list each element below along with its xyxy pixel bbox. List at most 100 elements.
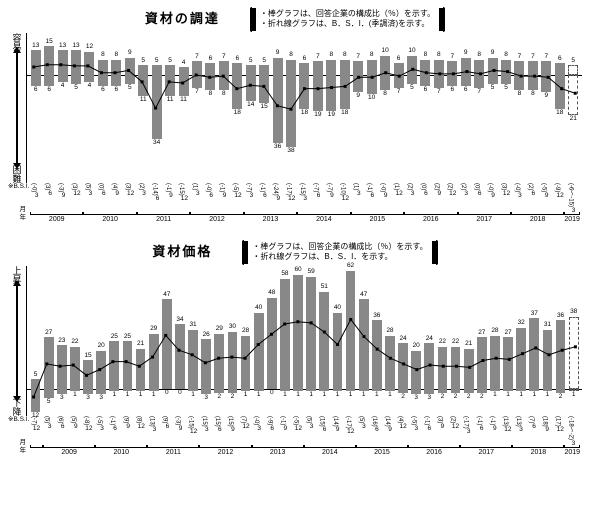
bar-column: 401 [253,266,265,416]
bar-up-value: 27 [43,330,55,337]
row-label: 月 [8,206,26,214]
month-label: 3 [200,426,213,433]
bar-up-value: 25 [108,334,120,341]
bsi-value: (-0) [30,183,37,192]
bar-down-value: 3 [410,395,422,402]
bar-column: 581 [279,266,291,416]
bar-up-value: 24 [397,336,409,343]
bar-up [451,347,461,389]
bar-up [192,61,202,74]
bsi-value: (-1) [475,416,482,425]
month-label: 6 [56,423,69,430]
bar-down-value: 6 [30,87,42,94]
bar-up [246,65,256,75]
month-label: 9 [174,425,187,432]
bar-up-value: 13 [56,43,68,50]
month-label: 12 [70,190,83,197]
bar-down-value: 1 [305,392,317,399]
month-label: 9 [218,192,231,199]
bar-down-value: 1 [121,392,133,399]
bsi-value: (2) [137,183,144,190]
bsi-value: (18) [541,416,548,427]
bar-up [424,343,434,389]
month-label: 9 [541,426,554,433]
month-label: 12 [178,195,191,202]
bsi-value: (3) [436,416,443,423]
bar-up [516,328,526,389]
bsi-value: (-6～-15) [567,183,574,207]
month-label: 12 [30,425,43,432]
bar-up [528,61,538,74]
bar-down [556,389,566,393]
bar-up-value: 22 [436,339,448,346]
bar-up-value: 5 [245,58,257,65]
bsi-value: (-0) [204,183,211,192]
bar-down-value: 3 [423,395,435,402]
x-tick: (3)9 [436,416,449,447]
bsi-value: (5) [84,183,91,190]
bar-up-value: 28 [384,328,396,335]
bar-up [474,60,484,75]
x-tick: (2)3 [406,183,419,214]
x-tick: (-7)12 [30,416,43,447]
bar-up-value: 9 [124,50,136,57]
x-tick: (2)12 [446,183,459,214]
bsi-value: (5) [43,416,50,423]
x-tick: (5)3 [43,416,56,447]
x-tick: (-0)3 [253,416,266,447]
bar-down-value: 15 [258,104,270,111]
bars: 1361561341351248686955115345114117768786… [27,33,582,183]
bar-up-value: 7 [312,54,324,61]
bar-down-value: 5 [124,85,136,92]
bar-column: 521 [567,33,579,183]
bar-up-value: 8 [339,52,351,59]
x-tick: (-3)9 [174,416,187,447]
bar-down [394,75,404,88]
x-tick: (-1)9 [279,416,292,447]
bar-down-value: 1 [292,392,304,399]
bsi-value: (3) [500,183,507,190]
month-label: 9 [122,423,135,430]
bar-down [451,389,461,393]
bar-down-value: 11 [137,97,149,104]
bar-up-value: 22 [450,339,462,346]
bar-column: 24 3 [423,266,435,416]
row-label: 年 [8,447,28,456]
x-tick: (15)3 [200,416,213,447]
bar-down [326,75,336,111]
bsi-value: (-14) [151,183,158,196]
x-tick: (13)3 [514,416,527,447]
bsi-value: (-9) [266,416,273,425]
bar-up [111,60,121,75]
month-label: 12 [240,423,253,430]
bar-up [201,339,211,388]
plot-area: 5122752332211532032512512112914703403112… [26,266,582,416]
bar-column: 153 [82,266,94,416]
bar-down [488,75,498,85]
legend: ・棒グラフは、回答企業の構成比（％）を示す。・折れ線グラフは、B．S．I．(季調… [250,8,445,31]
x-tick: (3)6 [43,183,56,214]
x-tick: (13)3 [148,416,161,447]
bsi-value: (-0) [486,183,493,192]
year-label: 2014 [304,447,356,456]
bar-down-value: 18 [298,110,310,117]
x-tick: (9)9 [122,416,135,447]
bar-down [541,75,551,92]
x-tick: (-7)6 [312,183,325,214]
bar-up [259,65,269,75]
year-label: 2010 [83,214,136,223]
bsi-value: (1) [191,183,198,190]
bar-down [58,75,68,83]
bar-up [529,318,539,388]
bar-up-value: 24 [423,336,435,343]
bar-down-value: 1 [148,392,160,399]
bar-down-value: 9 [540,93,552,100]
bar-down-value: 5 [486,85,498,92]
bar-down [555,75,565,109]
month-label: 12 [392,190,405,197]
bar-column: 105 [406,33,418,183]
bar-down [299,75,309,109]
bar-down-value: 36 [271,144,283,151]
bar-down [84,75,94,83]
bar-column: 108 [379,33,391,183]
